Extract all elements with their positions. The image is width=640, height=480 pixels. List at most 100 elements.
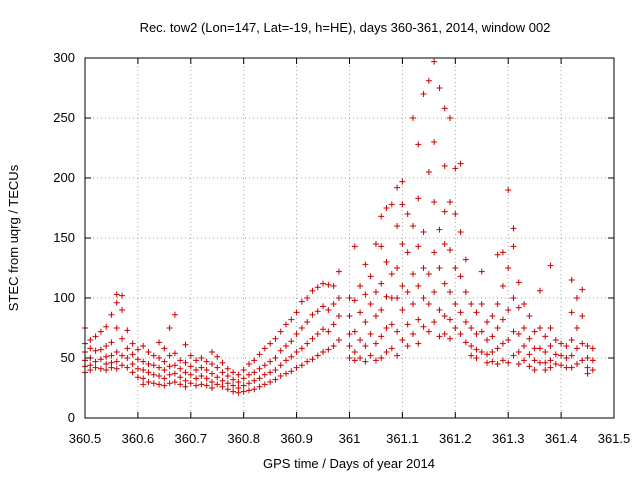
data-point: [589, 345, 596, 352]
data-point: [462, 289, 469, 295]
data-point: [245, 387, 252, 394]
data-point: [462, 339, 469, 346]
data-point: [526, 351, 533, 358]
data-point: [383, 349, 390, 355]
data-point: [288, 368, 295, 375]
data-point: [510, 295, 517, 301]
data-point: [113, 349, 120, 355]
data-point: [198, 381, 205, 388]
data-point: [161, 358, 168, 365]
data-point: [325, 307, 332, 313]
data-point: [87, 367, 94, 373]
data-point: [156, 339, 163, 346]
data-point: [140, 358, 147, 365]
y-tick-label: 300: [53, 50, 75, 65]
data-point: [230, 382, 237, 389]
data-point: [177, 357, 184, 364]
data-point: [330, 343, 337, 349]
data-point: [320, 303, 327, 310]
data-point: [452, 265, 459, 271]
data-point: [261, 381, 268, 388]
data-point: [208, 379, 215, 385]
data-point: [441, 241, 448, 247]
data-point: [404, 321, 411, 328]
data-point: [346, 343, 353, 349]
data-point: [563, 355, 570, 361]
data-point: [277, 328, 284, 335]
data-point: [335, 268, 342, 275]
data-point: [171, 350, 178, 357]
data-point: [304, 358, 311, 365]
y-axis-ticks: 0 50 100 150 200 250 300: [53, 50, 614, 425]
data-point: [346, 331, 353, 337]
data-point: [447, 289, 454, 295]
data-point: [415, 141, 422, 148]
data-point: [193, 375, 200, 382]
data-point: [436, 307, 443, 313]
data-point: [113, 299, 120, 306]
data-point: [140, 343, 147, 349]
data-point: [134, 365, 141, 372]
data-point: [166, 371, 173, 378]
data-point: [510, 352, 517, 359]
data-point: [399, 307, 406, 313]
data-point: [177, 365, 184, 372]
data-point: [584, 355, 591, 361]
data-point: [367, 352, 374, 359]
data-point: [484, 359, 491, 366]
x-tick-label: 360.7: [175, 431, 208, 446]
data-point: [499, 316, 506, 323]
data-point: [161, 345, 168, 352]
data-point: [536, 345, 543, 352]
data-point: [494, 325, 501, 331]
data-point: [584, 364, 591, 371]
data-point: [415, 195, 422, 202]
data-point: [87, 345, 94, 352]
data-point: [441, 313, 448, 319]
data-point: [499, 283, 506, 289]
data-point: [219, 369, 226, 376]
data-point: [536, 359, 543, 366]
y-tick-label: 200: [53, 170, 75, 185]
data-point: [542, 367, 549, 373]
data-point: [256, 351, 263, 358]
data-point: [515, 279, 522, 286]
data-point: [288, 316, 295, 323]
data-point: [505, 265, 512, 271]
data-point: [97, 356, 104, 363]
data-point: [473, 355, 480, 361]
data-point: [468, 343, 475, 349]
data-point: [177, 381, 184, 388]
data-point: [251, 369, 258, 376]
data-point: [357, 309, 364, 316]
data-point: [288, 353, 295, 360]
data-point: [420, 91, 427, 97]
data-point: [129, 369, 136, 376]
data-point: [372, 340, 379, 347]
data-point: [388, 295, 395, 301]
data-point: [473, 309, 480, 316]
data-point: [452, 165, 459, 172]
data-point: [558, 362, 565, 369]
data-point: [214, 353, 221, 360]
data-point: [314, 284, 321, 291]
data-point: [431, 58, 438, 65]
data-point: [134, 356, 141, 363]
data-point: [552, 337, 559, 343]
data-point: [515, 331, 522, 337]
data-point: [399, 241, 406, 247]
data-point: [547, 343, 554, 349]
data-point: [415, 243, 422, 250]
data-point: [367, 331, 374, 337]
data-point: [346, 295, 353, 301]
data-point: [579, 357, 586, 364]
data-point: [457, 309, 464, 316]
data-point: [436, 85, 443, 91]
data-point: [293, 364, 300, 371]
data-point: [568, 337, 575, 343]
data-point: [568, 277, 575, 283]
data-point: [394, 352, 401, 359]
data-point: [320, 349, 327, 355]
data-point: [113, 291, 120, 298]
data-point: [478, 268, 485, 275]
